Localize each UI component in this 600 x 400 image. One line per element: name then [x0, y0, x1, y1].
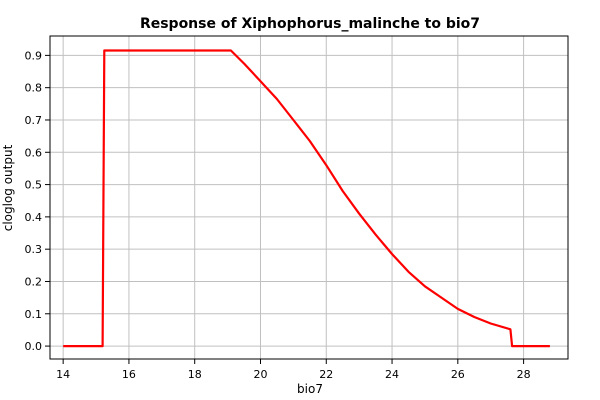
x-tick-label: 24	[385, 368, 399, 381]
y-tick-label: 0.5	[25, 179, 43, 192]
grid-lines	[50, 36, 568, 359]
y-tick-label: 0.9	[25, 49, 43, 62]
y-tick-label: 0.6	[25, 146, 43, 159]
x-tick-label: 22	[319, 368, 333, 381]
series-line-0	[63, 49, 550, 348]
x-axis: 14 16 18 20 22 24 26 28	[56, 359, 531, 381]
y-axis-label: cloglog output	[1, 144, 15, 231]
y-tick-label: 0.4	[25, 211, 43, 224]
plot-frame	[49, 35, 569, 360]
x-tick-label: 14	[56, 368, 70, 381]
x-tick-label: 18	[188, 368, 202, 381]
series-group	[63, 49, 550, 348]
y-axis: 0.0 0.1 0.2 0.3 0.4 0.5 0.6 0.7 0.8 0.9	[25, 49, 50, 353]
y-tick-label: 0.8	[25, 82, 43, 95]
y-tick-label: 0.0	[25, 340, 43, 353]
y-tick-label: 0.7	[25, 114, 43, 127]
x-tick-label: 26	[451, 368, 465, 381]
x-axis-label: bio7	[297, 382, 323, 396]
y-tick-label: 0.3	[25, 243, 43, 256]
plot-area	[50, 36, 568, 359]
x-tick-label: 16	[122, 368, 136, 381]
x-tick-label: 20	[253, 368, 267, 381]
y-tick-label: 0.1	[25, 308, 43, 321]
x-tick-label: 28	[517, 368, 531, 381]
y-tick-label: 0.2	[25, 275, 43, 288]
chart-title: Response of Xiphophorus_malinche to bio7	[140, 16, 480, 32]
